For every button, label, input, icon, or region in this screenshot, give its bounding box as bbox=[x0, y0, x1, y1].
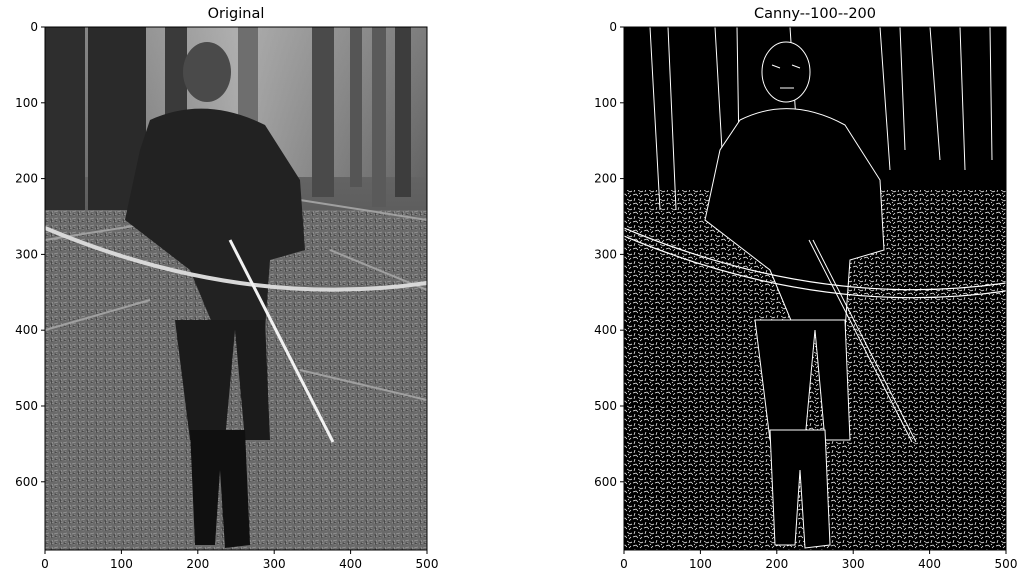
y-tick-label: 200 bbox=[15, 172, 38, 186]
axes-title: Canny--100--200 bbox=[754, 6, 876, 22]
x-tick-label: 200 bbox=[186, 557, 209, 571]
y-tick-label: 100 bbox=[594, 96, 617, 110]
y-tick-label: 400 bbox=[15, 323, 38, 337]
axes-frame bbox=[44, 26, 428, 551]
axes-frame bbox=[623, 26, 1007, 551]
x-tick-label: 200 bbox=[765, 557, 788, 571]
y-tick-label: 200 bbox=[594, 172, 617, 186]
axes-title: Original bbox=[208, 6, 265, 22]
axes-original: Original 0 100 200 30 bbox=[15, 6, 438, 571]
y-tick-label: 600 bbox=[15, 475, 38, 489]
x-tick-label: 400 bbox=[918, 557, 941, 571]
x-tick-label: 0 bbox=[620, 557, 628, 571]
y-tick-label: 300 bbox=[594, 247, 617, 261]
y-tick-label: 500 bbox=[15, 399, 38, 413]
axes-canny: Canny--100--200 0 100 200 300 400 500 0 100 200 3… bbox=[594, 6, 1017, 571]
y-tick-label: 300 bbox=[15, 247, 38, 261]
x-tick-label: 500 bbox=[416, 557, 439, 571]
original-image bbox=[45, 27, 427, 550]
x-tick-label: 500 bbox=[995, 557, 1018, 571]
y-tick-label: 0 bbox=[30, 20, 38, 34]
x-tick-label: 100 bbox=[110, 557, 133, 571]
x-tick-label: 300 bbox=[263, 557, 286, 571]
y-tick-label: 600 bbox=[594, 475, 617, 489]
y-tick-label: 100 bbox=[15, 96, 38, 110]
canny-edge-image bbox=[624, 27, 1006, 550]
x-tick-label: 400 bbox=[339, 557, 362, 571]
y-tick-label: 0 bbox=[609, 20, 617, 34]
y-tick-label: 500 bbox=[594, 399, 617, 413]
y-tick-label: 400 bbox=[594, 323, 617, 337]
x-tick-label: 0 bbox=[41, 557, 49, 571]
x-tick-label: 100 bbox=[689, 557, 712, 571]
x-tick-label: 300 bbox=[842, 557, 865, 571]
